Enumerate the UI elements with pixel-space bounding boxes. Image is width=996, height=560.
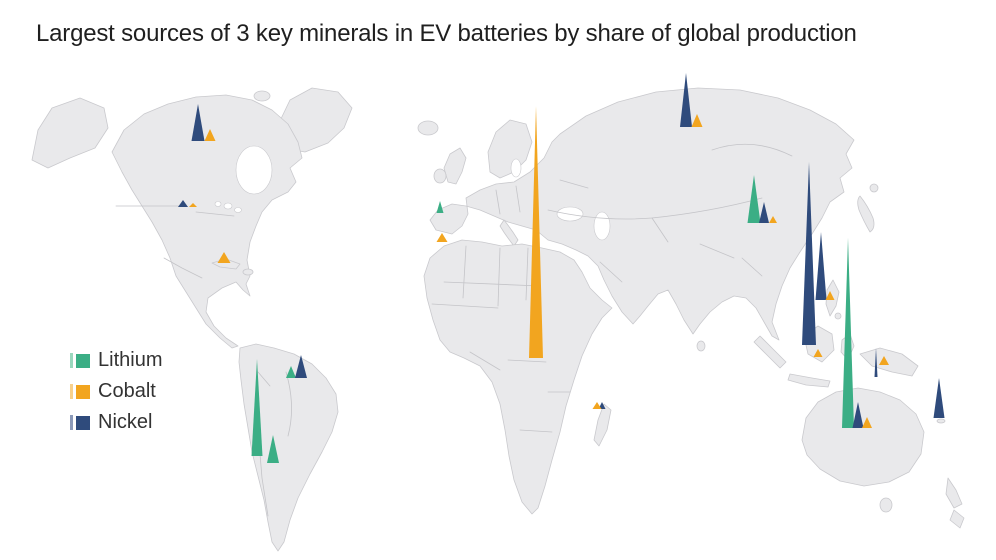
spike-philippines-nickel — [815, 232, 827, 300]
spike-australia-nickel — [852, 402, 864, 428]
spike-russia-nickel — [680, 73, 692, 127]
landmass-north-america — [111, 94, 303, 349]
landmasses — [31, 87, 965, 552]
landmass-britain — [443, 147, 467, 185]
legend: Lithium Cobalt Nickel — [70, 345, 162, 438]
cobalt-spike-swatch-icon — [70, 384, 73, 399]
landmass-madagascar — [593, 403, 612, 447]
great-lake — [234, 207, 242, 213]
legend-item-lithium: Lithium — [70, 345, 162, 376]
spike-china-cobalt — [769, 216, 777, 223]
spike-australia-cobalt — [862, 417, 872, 428]
landmass-greenland — [277, 87, 353, 153]
world-map — [0, 60, 996, 560]
spike-philippines-cobalt — [825, 291, 835, 300]
legend-item-nickel: Nickel — [70, 407, 162, 438]
legend-label-nickel: Nickel — [98, 411, 153, 433]
spike-portugal-lithium — [436, 201, 444, 213]
spike-cuba-cobalt — [217, 252, 231, 263]
spike-russia-cobalt — [691, 114, 703, 127]
landmass-south-america — [238, 343, 339, 552]
landmass-sri-lanka — [696, 340, 706, 352]
baltic-sea — [510, 158, 522, 178]
lithium-spike-swatch-icon — [70, 353, 73, 368]
mineral-spikes-layer — [178, 73, 945, 463]
landmass-hispaniola — [242, 268, 254, 276]
legend-label-cobalt: Cobalt — [98, 380, 156, 402]
landmass-eurasia — [429, 87, 855, 341]
landmass-africa — [423, 239, 613, 515]
spike-morocco-cobalt — [436, 233, 448, 242]
chart-title: Largest sources of 3 key minerals in EV … — [36, 20, 857, 47]
spike-brazil-nickel — [295, 355, 307, 378]
landmass-sumatra — [753, 335, 787, 369]
landmass-ireland — [433, 168, 447, 184]
caspian-sea — [593, 211, 611, 241]
water-bodies — [214, 145, 611, 241]
lithium-square-swatch-icon — [76, 353, 90, 368]
landmass-hokkaido — [869, 183, 879, 193]
landmass-new-guinea — [859, 347, 919, 377]
landmass-tasmania — [879, 497, 893, 513]
spike-canada-nickel — [191, 104, 205, 141]
landmass-australia — [801, 387, 925, 487]
great-lake — [214, 201, 222, 207]
country-borders — [115, 143, 793, 517]
spike-new-caledonia-nickel — [933, 378, 945, 418]
hudson-bay — [235, 145, 273, 195]
spike-indonesia-cobalt — [813, 349, 823, 357]
landmass-alaska — [31, 97, 109, 169]
landmass-japan — [857, 195, 875, 233]
great-lake — [223, 202, 233, 210]
spike-indonesia-nickel — [802, 162, 816, 345]
spike-madagascar-cobalt — [592, 402, 602, 409]
spike-united-states-nickel — [178, 200, 188, 207]
spike-canada-cobalt — [204, 129, 216, 141]
landmass-scandinavia — [487, 119, 533, 179]
spike-papua-new-guinea-nickel — [874, 348, 878, 377]
spike-china-nickel — [759, 202, 769, 223]
nickel-square-swatch-icon — [76, 415, 90, 430]
spike-papua-new-guinea-cobalt — [879, 356, 889, 365]
legend-label-lithium: Lithium — [98, 349, 163, 371]
spike-china-lithium — [747, 175, 761, 223]
landmass-java — [787, 373, 831, 388]
spike-brazil-lithium — [286, 366, 296, 378]
landmass-mindanao — [834, 312, 842, 320]
landmass-iceland — [417, 120, 439, 136]
landmass-new-zealand-south — [949, 509, 965, 529]
spike-australia-lithium — [842, 238, 854, 428]
landmass-arctic-island — [253, 90, 271, 102]
nickel-spike-swatch-icon — [70, 415, 73, 430]
spike-united-states-cobalt — [189, 203, 197, 207]
landmass-new-caledonia — [936, 418, 946, 424]
spike-argentina-lithium — [267, 435, 279, 463]
landmass-new-zealand-north — [945, 477, 963, 509]
legend-item-cobalt: Cobalt — [70, 376, 162, 407]
cobalt-square-swatch-icon — [76, 384, 90, 399]
spike-chile-lithium — [251, 359, 263, 456]
spike-dr-congo-cobalt — [529, 106, 543, 358]
